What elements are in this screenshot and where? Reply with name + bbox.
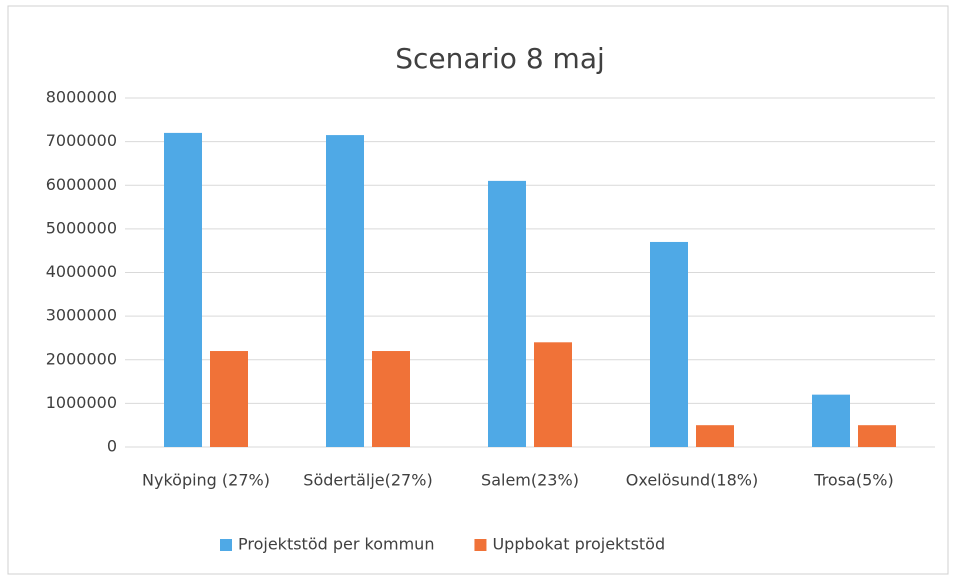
x-tick-label: Nyköping (27%) bbox=[142, 471, 270, 490]
x-tick-label: Södertälje(27%) bbox=[303, 471, 432, 490]
bar bbox=[812, 394, 850, 447]
y-tick-label: 3000000 bbox=[46, 306, 117, 325]
y-tick-label: 5000000 bbox=[46, 218, 117, 237]
bar bbox=[372, 351, 410, 447]
x-tick-label: Salem(23%) bbox=[481, 471, 579, 490]
y-tick-label: 0 bbox=[107, 437, 117, 456]
y-tick-label: 7000000 bbox=[46, 131, 117, 150]
bar bbox=[210, 351, 248, 447]
y-tick-label: 8000000 bbox=[46, 88, 117, 107]
bar bbox=[650, 241, 688, 447]
y-tick-label: 6000000 bbox=[46, 175, 117, 194]
legend-swatch bbox=[220, 539, 232, 551]
y-tick-label: 2000000 bbox=[46, 349, 117, 368]
legend-label: Projektstöd per kommun bbox=[238, 535, 434, 554]
x-tick-label: Oxelösund(18%) bbox=[626, 471, 758, 490]
x-tick-label: Trosa(5%) bbox=[813, 471, 893, 490]
bar bbox=[858, 425, 896, 447]
bar bbox=[488, 180, 526, 447]
y-tick-label: 4000000 bbox=[46, 262, 117, 281]
legend-label: Uppbokat projektstöd bbox=[492, 535, 665, 554]
bar bbox=[164, 132, 202, 447]
bar bbox=[534, 342, 572, 447]
bar bbox=[326, 135, 364, 448]
chart-title: Scenario 8 maj bbox=[395, 42, 605, 75]
legend-swatch bbox=[474, 539, 487, 551]
y-tick-label: 1000000 bbox=[46, 393, 117, 412]
bar bbox=[696, 425, 734, 447]
